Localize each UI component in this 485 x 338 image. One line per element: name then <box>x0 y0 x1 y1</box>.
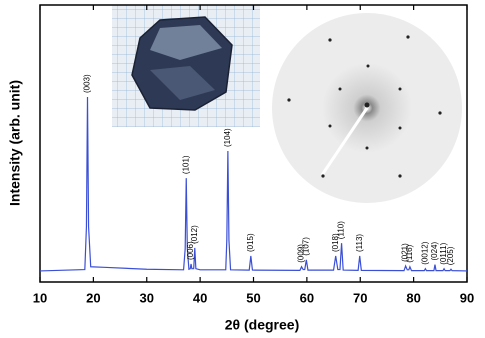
x-tick-label: 70 <box>353 290 367 305</box>
peak-label: (0012) <box>421 241 430 264</box>
peak-label: (116) <box>405 244 414 262</box>
peak-label: (024) <box>430 241 439 260</box>
xrd-line <box>39 96 468 272</box>
peak-label: (006) <box>186 241 195 260</box>
peak-label: (107) <box>301 237 310 256</box>
peak-label: (021) <box>401 243 410 262</box>
x-tick-label: 60 <box>300 290 314 305</box>
x-tick-label: 20 <box>86 290 100 305</box>
x-tick-label: 80 <box>406 290 420 305</box>
x-tick-label: 90 <box>460 290 474 305</box>
peak-label: (009) <box>297 244 306 263</box>
peak-label: (101) <box>181 155 190 174</box>
peak-label: (113) <box>355 234 364 252</box>
x-axis-label: 2θ (degree) <box>225 317 299 333</box>
crystal-photo <box>112 5 260 127</box>
x-tick-label: 30 <box>140 290 154 305</box>
peak-label: (012) <box>190 225 199 244</box>
peak-label: (018) <box>331 233 340 252</box>
peak-label: (205) <box>446 246 455 265</box>
peak-label: (003) <box>83 74 92 93</box>
x-tick-label: 50 <box>246 290 260 305</box>
diffraction-pattern <box>272 13 462 203</box>
peak-label: (015) <box>246 233 255 252</box>
y-axis-label: Intensity (arb. unit) <box>7 80 23 206</box>
peak-label: (0111) <box>439 242 448 264</box>
x-tick-label: 10 <box>33 290 47 305</box>
peak-label: (104) <box>223 128 232 147</box>
peak-label: (110) <box>337 221 346 239</box>
x-tick-label: 40 <box>193 290 207 305</box>
